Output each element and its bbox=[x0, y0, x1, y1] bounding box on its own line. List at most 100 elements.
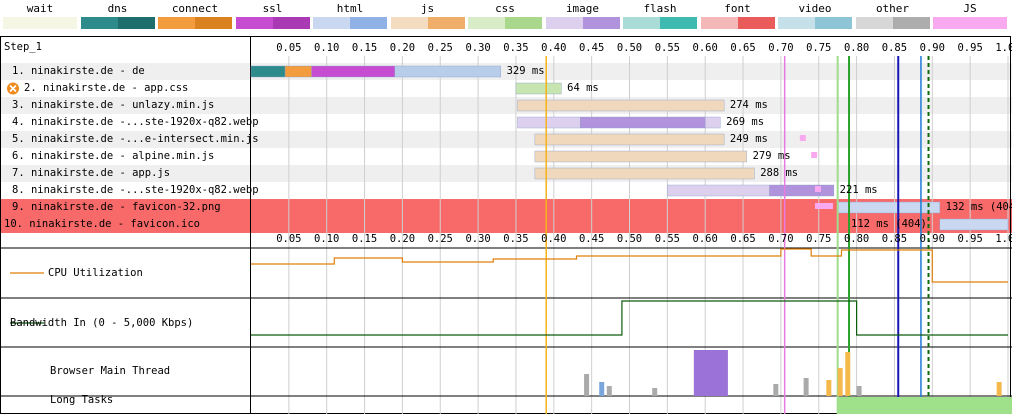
tick-bottom-7: 0.40 bbox=[541, 233, 567, 245]
main-thread-task-9 bbox=[856, 386, 862, 396]
cpu-panel-label: CPU Utilization bbox=[48, 267, 143, 279]
tick-bottom-16: 0.85 bbox=[881, 233, 908, 245]
request-label-9[interactable]: 10. ninakirste.de - favicon.ico bbox=[4, 218, 200, 230]
legend-label-8: flash bbox=[643, 2, 677, 15]
tick-top-10: 0.55 bbox=[654, 42, 680, 54]
request-bar-7-1 bbox=[769, 184, 835, 197]
request-label-7[interactable]: 8. ninakirste.de -...ste-1920x-q82.webp bbox=[12, 184, 259, 196]
legend-label-7: image bbox=[565, 2, 600, 15]
legend-swatch-4 bbox=[313, 17, 387, 29]
legend-swatch-5 bbox=[390, 17, 465, 29]
request-timing-2: 274 ms bbox=[729, 99, 768, 111]
tick-top-18: 0.95 bbox=[957, 42, 983, 54]
tick-top-3: 0.20 bbox=[389, 42, 416, 54]
legend-label-2: connect bbox=[171, 2, 219, 15]
request-label-0[interactable]: 1. ninakirste.de - de bbox=[12, 65, 145, 77]
tick-top-12: 0.65 bbox=[730, 42, 756, 54]
bandwidth-panel-label: Bandwidth In (0 - 5,000 Kbps) bbox=[10, 317, 194, 329]
main-thread-task-4 bbox=[773, 384, 779, 396]
legend-label-3: ssl bbox=[262, 2, 283, 15]
js-exec-block-2 bbox=[814, 186, 821, 192]
request-bar-6-0 bbox=[534, 167, 755, 180]
tick-top-5: 0.30 bbox=[465, 42, 491, 54]
tick-bottom-3: 0.20 bbox=[389, 233, 416, 245]
request-label-5[interactable]: 6. ninakirste.de - alpine.min.js bbox=[12, 150, 215, 162]
main-thread-task-8 bbox=[845, 352, 851, 396]
main-thread-task-7 bbox=[837, 368, 843, 396]
tick-bottom-19: 1.00 bbox=[995, 233, 1012, 245]
request-label-1[interactable]: 2. ninakirste.de - app.css bbox=[24, 82, 189, 94]
tick-bottom-2: 0.15 bbox=[351, 233, 378, 245]
row-bg-3 bbox=[0, 114, 1012, 131]
request-bar-0-3 bbox=[394, 65, 502, 78]
tick-bottom-5: 0.30 bbox=[465, 233, 491, 245]
main-thread-panel-label: Browser Main Thread bbox=[50, 365, 171, 377]
request-bar-4-0 bbox=[534, 133, 725, 146]
main-thread-task-2 bbox=[606, 386, 612, 396]
legend-swatch-0 bbox=[3, 17, 77, 29]
legend-swatch-9 bbox=[700, 17, 775, 29]
request-label-8[interactable]: 9. ninakirste.de - favicon-32.png bbox=[12, 201, 221, 213]
legend-swatch-3 bbox=[235, 17, 310, 29]
request-timing-3: 269 ms bbox=[726, 116, 765, 128]
tick-bottom-10: 0.55 bbox=[654, 233, 680, 245]
row-bg-6 bbox=[0, 165, 1012, 182]
tick-top-19: 1.00 bbox=[995, 42, 1012, 54]
row-bg-8 bbox=[0, 199, 1012, 216]
tick-top-7: 0.40 bbox=[541, 42, 567, 54]
tick-top-4: 0.25 bbox=[427, 42, 453, 54]
legend-label-4: html bbox=[336, 2, 364, 15]
cpu-line bbox=[251, 248, 1008, 283]
request-label-2[interactable]: 3. ninakirste.de - unlazy.min.js bbox=[12, 99, 215, 111]
request-timing-1: 64 ms bbox=[567, 82, 599, 94]
request-timing-6: 288 ms bbox=[760, 167, 799, 179]
legend-label-5: js bbox=[420, 2, 435, 15]
long-tasks-panel-label: Long Tasks bbox=[50, 394, 114, 406]
tick-bottom-11: 0.60 bbox=[692, 233, 718, 245]
tick-bottom-8: 0.45 bbox=[578, 233, 605, 245]
row-bg-1 bbox=[0, 80, 1012, 97]
request-label-3[interactable]: 4. ninakirste.de -...ste-1920x-q82.webp bbox=[12, 116, 259, 128]
tick-bottom-9: 0.50 bbox=[616, 233, 643, 245]
legend-label-9: font bbox=[724, 2, 751, 15]
request-timing-9: 112 ms (404) bbox=[851, 218, 927, 230]
request-bar-5-0 bbox=[534, 150, 748, 163]
main-thread-task-6 bbox=[826, 380, 832, 396]
tick-bottom-0: 0.05 bbox=[276, 233, 302, 245]
row-bg-9 bbox=[0, 216, 1012, 233]
waterfall-canvas bbox=[0, 36, 1012, 414]
request-timing-4: 249 ms bbox=[729, 133, 768, 145]
legend-label-6: css bbox=[495, 2, 515, 15]
legend-swatch-8 bbox=[623, 17, 697, 29]
tick-top-17: 0.90 bbox=[919, 42, 945, 54]
legend-swatch-6 bbox=[468, 17, 542, 29]
main-thread-task-3 bbox=[652, 388, 658, 396]
legend-swatch-11 bbox=[855, 17, 930, 29]
legend-label-11: other bbox=[875, 2, 910, 15]
legend-swatch-10 bbox=[778, 17, 852, 29]
legend-label-0: wait bbox=[26, 2, 54, 15]
js-exec-block-3 bbox=[814, 203, 833, 209]
tick-bottom-18: 0.95 bbox=[957, 233, 983, 245]
main-thread-task-0 bbox=[584, 374, 590, 396]
main-thread-layout-block bbox=[693, 350, 728, 396]
request-bar-2-0 bbox=[517, 99, 725, 112]
main-thread-task-5 bbox=[803, 378, 809, 396]
tick-bottom-1: 0.10 bbox=[314, 233, 340, 245]
tick-top-6: 0.35 bbox=[503, 42, 529, 54]
row-bg-5 bbox=[0, 148, 1012, 165]
tick-top-13: 0.70 bbox=[768, 42, 794, 54]
legend-swatch-1 bbox=[80, 17, 155, 29]
tick-top-11: 0.60 bbox=[692, 42, 718, 54]
long-task-block bbox=[837, 397, 1012, 414]
tick-bottom-13: 0.70 bbox=[768, 233, 794, 245]
request-bar-9-0 bbox=[939, 218, 1009, 231]
legend-swatch-12 bbox=[933, 17, 1007, 29]
main-thread-task-10 bbox=[996, 382, 1002, 396]
bandwidth-line bbox=[251, 300, 1008, 336]
request-bar-1-0 bbox=[515, 82, 562, 95]
request-label-4[interactable]: 5. ninakirste.de -...e-intersect.min.js bbox=[12, 133, 259, 145]
blocked-icon-cross bbox=[9, 84, 17, 93]
row-bg-4 bbox=[0, 131, 1012, 148]
request-label-6[interactable]: 7. ninakirste.de - app.js bbox=[12, 167, 171, 179]
